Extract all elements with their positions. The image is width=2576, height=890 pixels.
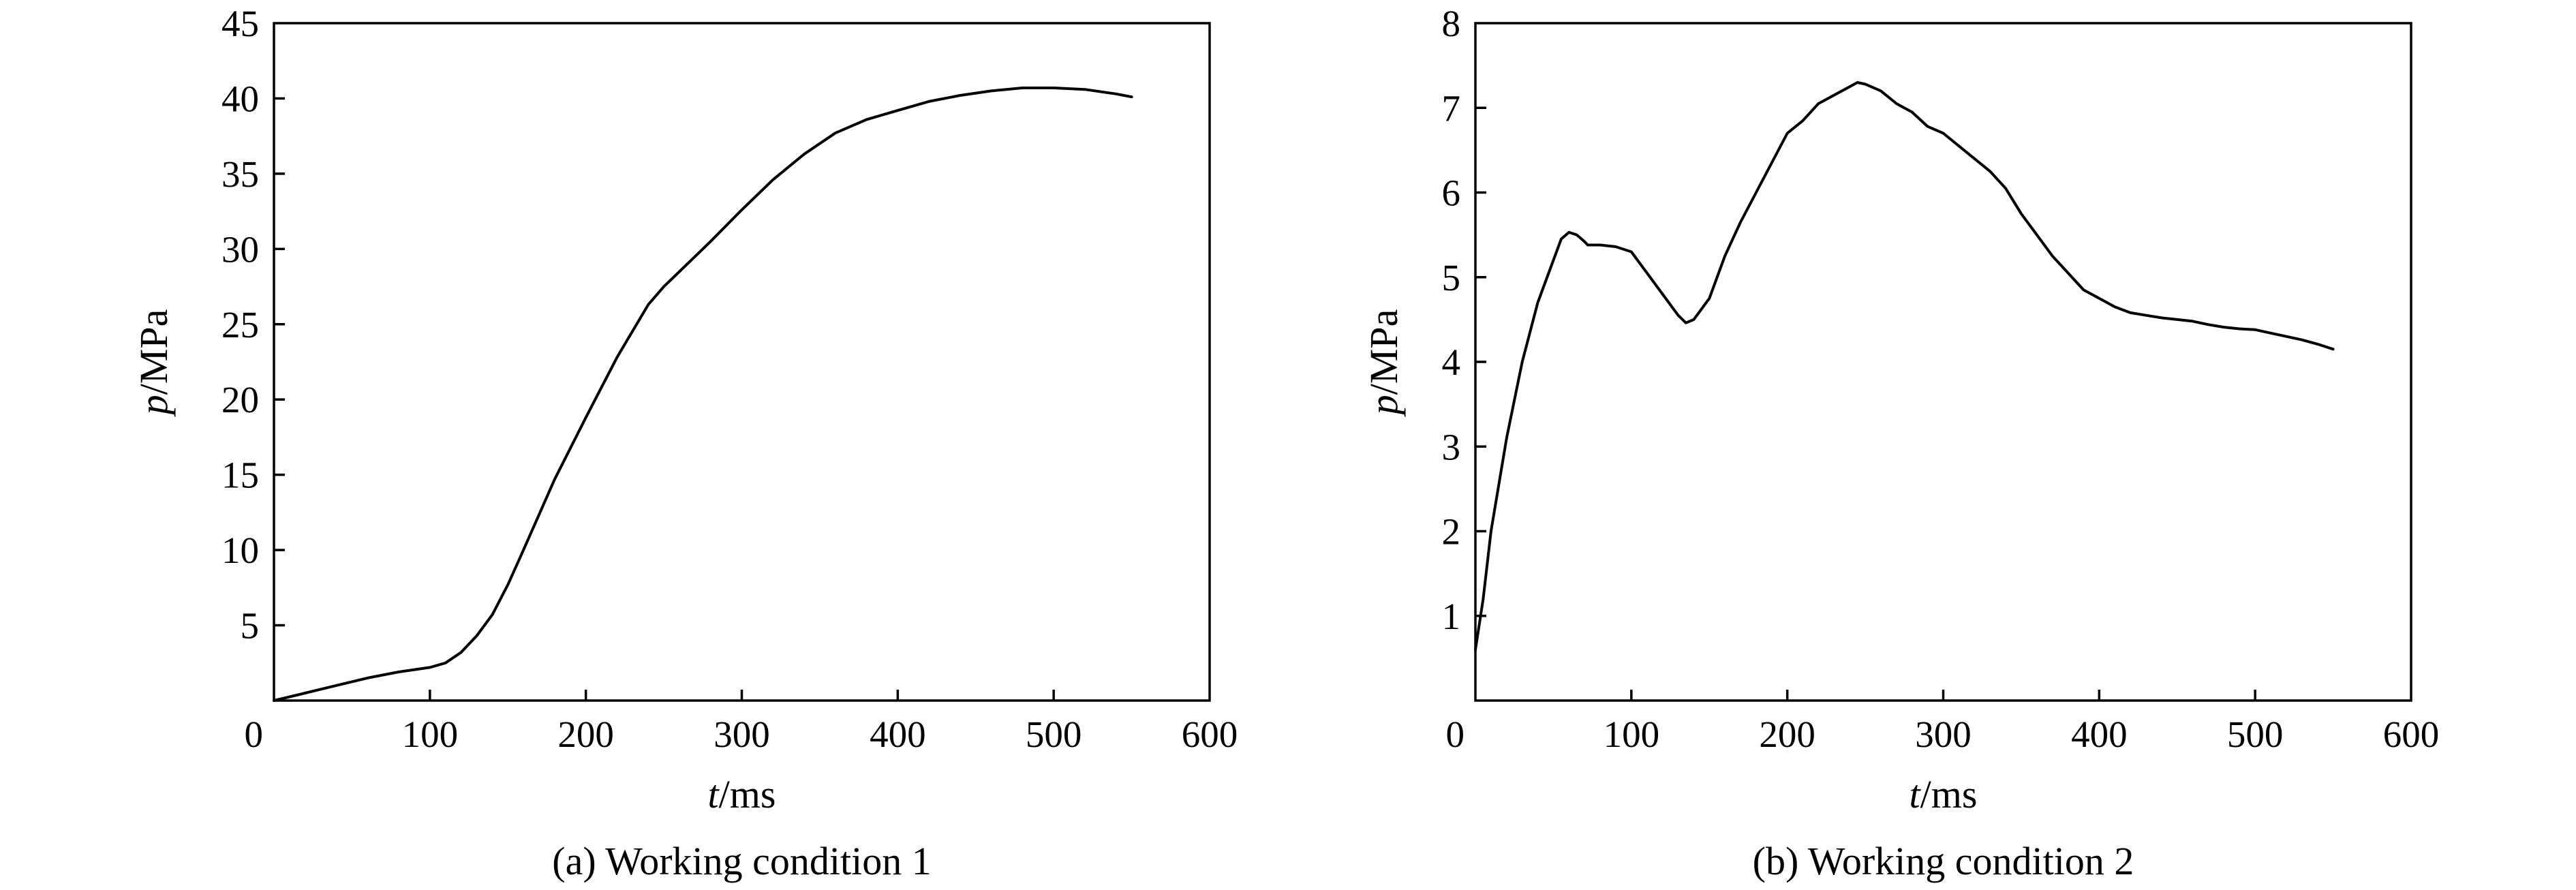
y-tick-label: 40 <box>221 78 259 119</box>
y-axis-symbol: p <box>1362 395 1406 417</box>
y-tick-label: 1 <box>1442 596 1461 637</box>
y-tick-label: 25 <box>221 304 259 346</box>
x-axis-symbol: t <box>1910 772 1922 816</box>
x-axis-unit: /ms <box>1920 772 1978 816</box>
plot-frame <box>1474 22 2412 702</box>
x-tick-label: 500 <box>1026 713 1082 755</box>
x-tick-label: 200 <box>1759 713 1815 755</box>
x-tick-label: 300 <box>1915 713 1972 755</box>
x-tick-label: 500 <box>2227 713 2284 755</box>
x-tick-label: 100 <box>402 713 459 755</box>
x-axis-symbol: t <box>708 772 720 816</box>
series-line-1 <box>273 87 1133 702</box>
y-tick-label: 5 <box>241 605 260 647</box>
x-tick-label: 100 <box>1604 713 1660 755</box>
y-tick-label: 3 <box>1442 426 1461 467</box>
panel-working-condition-2: 0 100 200 300 400 500 600 1 2 3 4 5 6 7 8 t/ms p/MPa (b) … <box>1362 3 2439 883</box>
x-tick-label: 600 <box>2383 713 2440 755</box>
y-tick-label: 30 <box>221 228 259 270</box>
y-axis-label: p/MPa <box>1362 309 1406 418</box>
panel-working-condition-1: 0 100 200 300 400 500 600 5 10 15 20 25 30 35 40 45 t/ms… <box>132 3 1238 883</box>
x-tick-label: 400 <box>2071 713 2128 755</box>
y-axis-symbol: p <box>132 395 176 417</box>
y-tick-label: 10 <box>221 530 259 571</box>
y-axis-unit: /MPa <box>1362 309 1406 395</box>
y-tick-label: 8 <box>1442 3 1461 44</box>
x-tick-label: 200 <box>557 713 614 755</box>
x-axis-label: t/ms <box>1910 772 1978 816</box>
y-tick-label: 4 <box>1442 341 1461 383</box>
panel-caption: (a) Working condition 1 <box>552 839 931 883</box>
y-tick-label: 20 <box>221 379 259 420</box>
y-tick-label: 15 <box>221 455 259 496</box>
y-tick-label: 35 <box>221 153 259 195</box>
plot-frame <box>273 22 1211 702</box>
y-axis-label: p/MPa <box>132 309 176 418</box>
y-axis-unit: /MPa <box>132 309 176 395</box>
panel-caption: (b) Working condition 2 <box>1753 839 2134 883</box>
x-axis-label: t/ms <box>708 772 776 816</box>
x-tick-label: 600 <box>1182 713 1238 755</box>
y-tick-label: 5 <box>1442 257 1461 298</box>
x-tick-label: 0 <box>1446 713 1465 755</box>
x-tick-label: 300 <box>714 713 770 755</box>
y-tick-label: 6 <box>1442 172 1461 214</box>
x-tick-label: 0 <box>245 713 264 755</box>
y-tick-label: 45 <box>221 3 259 44</box>
series-line-1 <box>1474 81 2335 651</box>
y-tick-label: 2 <box>1442 511 1461 553</box>
x-tick-label: 400 <box>870 713 926 755</box>
y-tick-label: 7 <box>1442 87 1461 129</box>
x-axis-unit: /ms <box>719 772 776 816</box>
